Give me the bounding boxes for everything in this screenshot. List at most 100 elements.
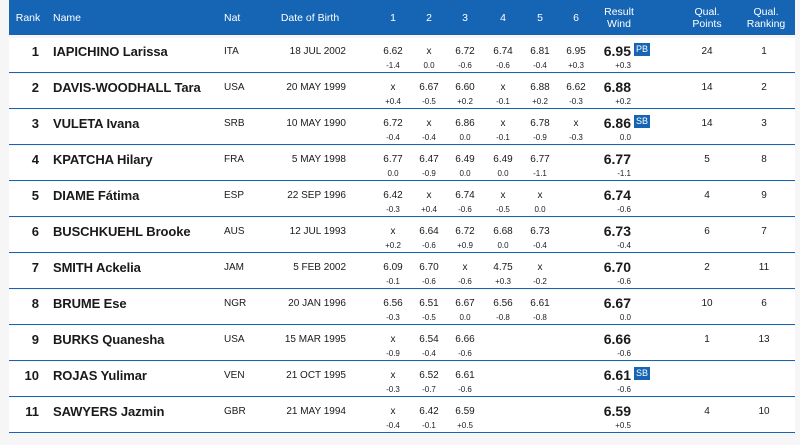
attempt-5-mark: 6.78 [530,118,550,129]
qual-ranking-cell: 1 [761,46,767,57]
attempt-4-wind: 0.0 [497,241,509,250]
nationality-cell: ESP [224,190,245,201]
qual-points-cell: 14 [701,82,713,93]
attempt-2-mark: 6.52 [419,370,439,381]
table-header: Rank Name Nat Date of Birth 1 2 3 4 5 6 … [9,0,795,35]
attempt-1-mark: x [390,334,396,345]
qual-points-cell: 2 [704,262,710,273]
attempt-1-wind: -0.3 [386,385,400,394]
date-of-birth-cell: 20 MAY 1999 [286,82,346,93]
table-row: 11 SAWYERS Jazmin GBR 21 MAY 1994 x -0.4 6.42 -… [9,398,795,433]
attempt-1-wind: -0.3 [386,313,400,322]
attempt-1-mark: 6.56 [383,298,403,309]
header-wind: Wind [607,17,631,30]
attempt-2-mark: 6.67 [419,82,439,93]
attempt-4-mark: x [500,190,506,201]
table-row: 5 DIAME Fátima ESP 22 SEP 1996 6.42 -0.3 x +0.4… [9,182,795,217]
attempt-2-wind: -0.6 [422,241,436,250]
header-qual-points: Qual. Points [685,0,729,35]
qual-ranking-cell: 13 [758,334,770,345]
header-name: Name [53,11,82,24]
attempt-6-mark: 6.95 [566,46,586,57]
attempt-3-wind: -0.6 [458,277,472,286]
header-ranking-line1: Qual. [753,5,779,18]
athlete-name: DAVIS-WOODHALL Tara [53,80,201,95]
result-wind: +0.2 [615,97,631,106]
result-mark: 6.70 [603,259,631,275]
qual-points-cell: 6 [704,226,710,237]
attempt-3-wind: 0.0 [459,169,471,178]
attempt-6-wind: -0.3 [569,133,583,142]
attempt-2-wind: -0.7 [422,385,436,394]
athlete-name: BRUME Ese [53,296,127,311]
attempt-3-mark: 6.49 [455,154,475,165]
table-row: 8 BRUME Ese NGR 20 JAN 1996 6.56 -0.3 6.51 -0.5… [9,290,795,325]
attempt-1-wind: -0.9 [386,349,400,358]
header-result-wind: Result Wind [594,0,644,35]
result-wind: -0.6 [617,277,631,286]
attempt-4-mark: x [500,82,506,93]
attempt-1-mark: 6.62 [383,46,403,57]
qual-ranking-cell: 10 [758,406,770,417]
attempt-1-wind: +0.2 [385,241,401,250]
header-result: Result [604,5,634,18]
header-attempt-1: 1 [390,11,396,24]
attempt-3-mark: 6.67 [455,298,475,309]
result-wind: -0.6 [617,349,631,358]
attempt-3-mark: 6.59 [455,406,475,417]
athlete-name: DIAME Fátima [53,188,140,203]
attempt-4-wind: 0.0 [497,169,509,178]
attempt-5-wind: -0.9 [533,133,547,142]
result-mark: 6.77 [603,151,631,167]
qual-ranking-cell: 7 [761,226,767,237]
attempt-2-mark: x [426,118,432,129]
attempt-2-wind: -0.5 [422,313,436,322]
attempt-5-wind: -0.8 [533,313,547,322]
header-attempt-5: 5 [537,11,543,24]
result-wind: -0.6 [617,385,631,394]
attempt-3-mark: 6.72 [455,226,475,237]
qual-points-cell: 14 [701,118,713,129]
attempt-2-mark: 6.70 [419,262,439,273]
attempt-3-mark: 6.86 [455,118,475,129]
attempt-4-mark: x [500,118,506,129]
attempt-4-wind: -0.1 [496,97,510,106]
nationality-cell: VEN [224,370,245,381]
attempt-6-wind: -0.3 [569,97,583,106]
attempt-2-wind: -0.1 [422,421,436,430]
attempt-4-mark: 6.49 [493,154,513,165]
attempt-3-mark: 6.74 [455,190,475,201]
attempt-6-mark: x [573,118,579,129]
attempt-2-mark: x [426,46,432,57]
nationality-cell: NGR [224,298,247,309]
date-of-birth-cell: 21 MAY 1994 [286,406,346,417]
qual-points-cell: 1 [704,334,710,345]
attempt-1-mark: x [390,406,396,417]
rank-cell: 4 [31,152,39,167]
rank-cell: 10 [24,368,39,383]
attempt-5-wind: -0.4 [533,61,547,70]
attempt-1-mark: x [390,226,396,237]
attempt-3-wind: -0.6 [458,385,472,394]
attempt-3-mark: x [462,262,468,273]
qual-points-cell: 5 [704,154,710,165]
rank-cell: 8 [31,296,39,311]
qual-points-cell: 24 [701,46,713,57]
table-row: 4 KPATCHA Hilary FRA 5 MAY 1998 6.77 0.0 6.47 -… [9,146,795,181]
header-qual-ranking: Qual. Ranking [741,0,791,35]
qual-ranking-cell: 9 [761,190,767,201]
rank-cell: 9 [31,332,39,347]
athlete-name: IAPICHINO Larissa [53,44,168,59]
attempt-5-mark: 6.88 [530,82,550,93]
attempt-6-wind: +0.3 [568,61,584,70]
attempt-2-wind: -0.4 [422,349,436,358]
attempt-5-mark: 6.81 [530,46,550,57]
athlete-name: KPATCHA Hilary [53,152,153,167]
athlete-name: ROJAS Yulimar [53,368,147,383]
header-ranking-line2: Ranking [746,17,786,30]
attempt-1-mark: x [390,82,396,93]
attempt-3-mark: 6.60 [455,82,475,93]
athlete-name: SMITH Ackelia [53,260,141,275]
table-row: 6 BUSCHKUEHL Brooke AUS 12 JUL 1993 x +0.2 6.6… [9,218,795,253]
nationality-cell: AUS [224,226,245,237]
